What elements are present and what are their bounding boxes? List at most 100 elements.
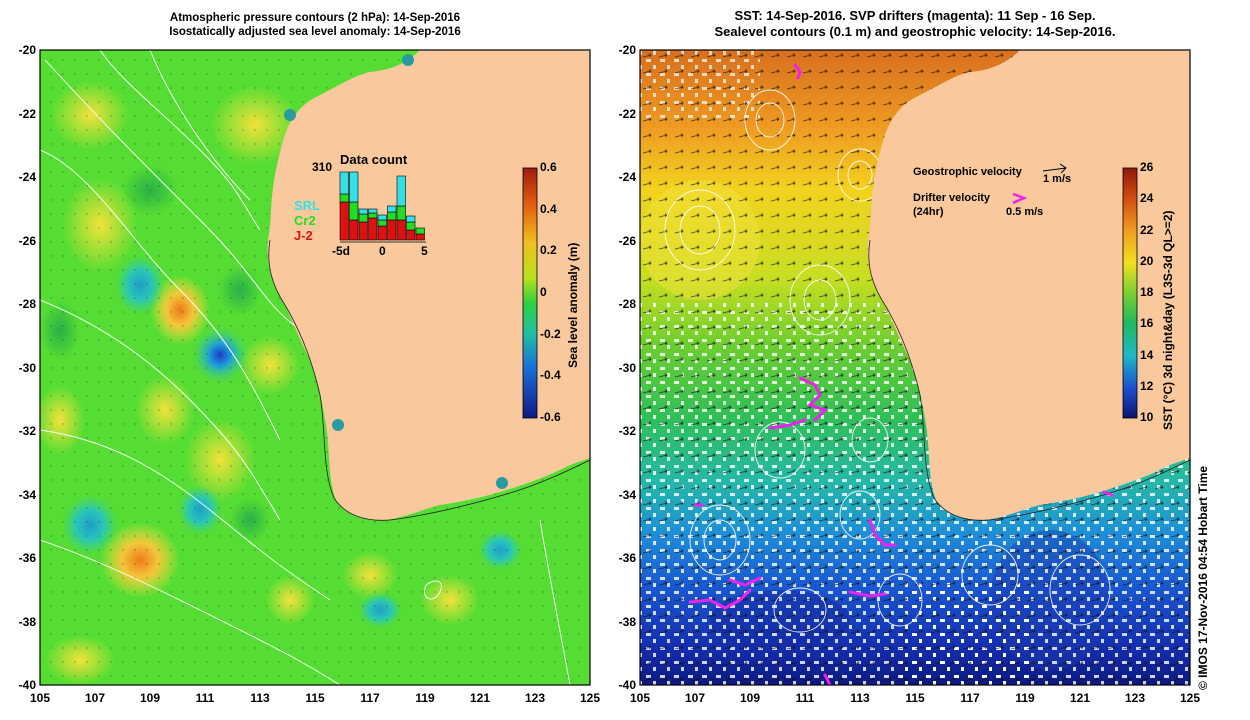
x-tick-label: 121: [1069, 691, 1091, 705]
x-tick-label: 111: [195, 691, 215, 705]
geostrophic-speed-label: 1 m/s: [1043, 173, 1072, 185]
geostrophic-legend-arrow: [1042, 163, 1067, 174]
x-tick-label: 115: [905, 691, 925, 705]
histogram-bar: [368, 208, 378, 214]
y-tick-label: -32: [18, 424, 36, 438]
right-frame: [639, 49, 1191, 686]
inset-xtick: 5: [421, 244, 428, 258]
y-tick-label: -26: [618, 233, 636, 248]
x-tick-label: 117: [360, 691, 380, 705]
histogram-bar: [406, 229, 416, 241]
colorbar-tick-label: -0.4: [540, 368, 561, 383]
left-map: [40, 50, 590, 685]
histogram-bar: [387, 219, 397, 241]
histogram-bar: [349, 219, 359, 241]
x-tick-label: 115: [305, 691, 325, 705]
histogram-bar: [368, 217, 378, 241]
sla-colorbar-title: Sea level anomaly (m): [566, 242, 580, 368]
y-tick-label: -40: [618, 678, 636, 692]
colorbar-tick-label: 26: [1140, 160, 1154, 174]
inset-xtick: -5d: [332, 244, 350, 258]
left-title-line1: Atmospheric pressure contours (2 hPa): 1…: [169, 12, 461, 24]
histogram-bar: [339, 201, 349, 241]
y-tick-label: -40: [18, 678, 36, 692]
x-tick-label: 113: [250, 691, 270, 705]
x-tick-label: 105: [29, 691, 51, 705]
sst-colorbar: [1122, 167, 1138, 419]
tide-gauge-marker: [402, 54, 414, 66]
y-tick-label: -38: [18, 614, 36, 629]
y-tick-label: -32: [618, 424, 636, 438]
sst-colorbar-title: SST (°C) 3d night&day (L3S-3d QL>=2): [1161, 210, 1175, 431]
inset-xtick: 0: [379, 244, 386, 258]
x-tick-label: 119: [1015, 691, 1035, 705]
histogram-bar: [377, 225, 387, 241]
y-tick-label: -36: [18, 551, 36, 565]
y-tick-label: -20: [618, 43, 636, 57]
right-australia-land: [867, 50, 1190, 520]
x-tick-label: 123: [524, 691, 546, 705]
colorbar-tick-label: 12: [1140, 378, 1154, 393]
tide-gauge-marker: [496, 477, 508, 489]
x-tick-label: 107: [684, 691, 706, 705]
y-tick-label: -24: [18, 170, 36, 184]
histogram-bar: [406, 221, 416, 231]
right-map: [640, 50, 1190, 685]
x-tick-label: 105: [629, 691, 651, 705]
imos-credit: © IMOS 17-Nov-2016 04:54 Hobart Time: [1196, 465, 1210, 690]
colorbar-tick-label: 0.2: [540, 243, 557, 258]
y-tick-label: -28: [18, 297, 36, 311]
y-tick-label: -30: [18, 360, 36, 375]
histogram-bar: [396, 205, 406, 221]
left-australia-land: [267, 50, 590, 520]
histogram-bar: [387, 211, 397, 221]
x-tick-label: 117: [960, 691, 980, 705]
y-tick-label: -24: [618, 170, 636, 184]
x-tick-label: 107: [84, 691, 106, 705]
colorbar-tick-label: 0.4: [540, 201, 557, 216]
colorbar-tick-label: 14: [1140, 347, 1154, 362]
y-tick-label: -26: [18, 233, 36, 248]
x-tick-label: 111: [795, 691, 815, 705]
y-tick-label: -30: [618, 360, 636, 375]
y-tick-label: -34: [618, 487, 636, 502]
drifter-velocity-label: Drifter velocity: [913, 192, 991, 204]
svp-drifter-tracks: [688, 63, 1114, 685]
pressure-contours: [40, 50, 571, 685]
legend-srl: SRL: [294, 198, 320, 213]
y-tick-label: -22: [18, 106, 36, 121]
data-count-inset: [339, 171, 426, 243]
x-tick-label: 121: [469, 691, 491, 705]
colorbar-tick-label: 16: [1140, 316, 1154, 331]
legend-j2: J-2: [294, 228, 313, 243]
left-panel-title: Atmospheric pressure contours (2 hPa): 1…: [40, 11, 590, 39]
left-shelf-contour: [268, 239, 590, 521]
colorbar-tick-label: 0: [540, 285, 547, 299]
colorbar-tick-label: 10: [1140, 410, 1154, 424]
histogram-bar: [358, 213, 368, 223]
colorbar-tick-label: 24: [1140, 191, 1154, 206]
colorbar-tick-label: 20: [1140, 253, 1154, 268]
colorbar-tick-label: -0.6: [540, 410, 561, 424]
colorbar-tick-label: 22: [1140, 222, 1154, 237]
histogram-bar: [358, 221, 368, 241]
tide-gauge-marker: [332, 419, 344, 431]
histogram-bar: [339, 171, 349, 195]
histogram-bar: [396, 175, 406, 207]
inset-title: Data count: [340, 152, 408, 167]
right-title-line2: Sealevel contours (0.1 m) and geostrophi…: [714, 24, 1116, 39]
histogram-bar: [358, 208, 368, 215]
y-tick-label: -20: [18, 43, 36, 57]
histogram-bar: [377, 219, 387, 227]
x-tick-label: 109: [139, 691, 161, 705]
x-tick-label: 125: [579, 691, 601, 705]
colorbar-tick-label: -0.2: [540, 326, 561, 341]
left-frame: [39, 49, 591, 686]
tide-gauge-marker: [284, 109, 296, 121]
right-title-line1: SST: 14-Sep-2016. SVP drifters (magenta)…: [734, 8, 1096, 23]
geostrophic-velocity-label: Geostrophic velocity: [913, 166, 1022, 178]
drifter-legend-arrow: [1012, 192, 1028, 205]
x-tick-label: 113: [850, 691, 870, 705]
drifter-sub-label: (24hr): [913, 206, 944, 218]
